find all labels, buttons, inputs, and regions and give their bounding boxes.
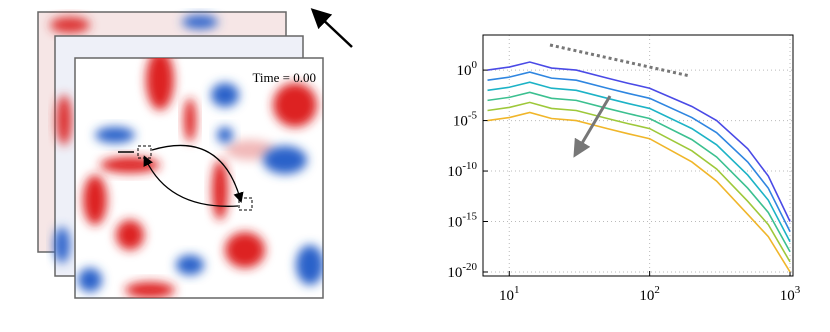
vorticity-field — [78, 58, 323, 298]
series-line — [487, 71, 791, 232]
y-tick-label: 100 — [457, 59, 478, 79]
time-label: Time = 0.00 — [252, 70, 316, 85]
plot-area — [483, 35, 793, 276]
vortex — [56, 95, 72, 145]
series-line — [487, 81, 791, 243]
vortex — [182, 15, 218, 29]
spectrum-chart: 101 102 103 100 10-5 10-10 10-15 10-20 — [447, 34, 801, 304]
plot-frame — [482, 34, 794, 277]
series-line — [487, 91, 791, 253]
y-tick-label: 10-20 — [447, 261, 477, 281]
x-tick-label: 101 — [499, 284, 520, 304]
link-arrow — [143, 155, 239, 207]
series-line — [487, 111, 791, 273]
vortex — [54, 227, 70, 263]
y-tick-label: 10-5 — [453, 110, 478, 130]
y-tick-label: 10-10 — [447, 160, 477, 180]
series-line — [487, 61, 791, 222]
y-tick-label: 10-15 — [447, 211, 477, 231]
vortex — [50, 17, 90, 33]
series-line — [487, 101, 791, 263]
link-arrow — [151, 144, 244, 203]
x-tick-label: 102 — [639, 284, 660, 304]
x-tick-label: 103 — [780, 284, 801, 304]
trend-arrow — [573, 95, 612, 158]
time-arrow — [310, 8, 353, 48]
vorticity-stack: Time = 0.00 — [37, 8, 353, 299]
box — [238, 197, 253, 211]
